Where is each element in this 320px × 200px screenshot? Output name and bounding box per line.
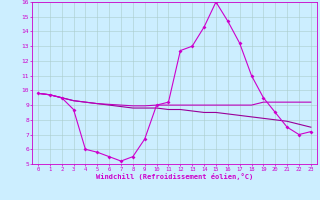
X-axis label: Windchill (Refroidissement éolien,°C): Windchill (Refroidissement éolien,°C) <box>96 173 253 180</box>
